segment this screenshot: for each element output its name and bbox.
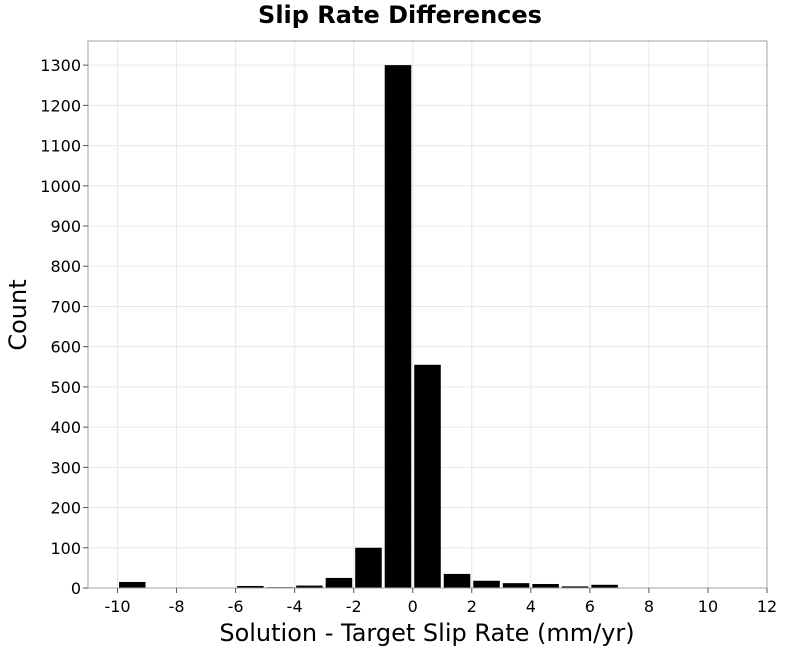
- y-tick-label: 1000: [40, 177, 81, 196]
- y-tick-label: 200: [50, 499, 81, 518]
- x-tick-label: -10: [104, 597, 130, 616]
- x-tick-label: 10: [698, 597, 718, 616]
- x-tick-label: -6: [228, 597, 244, 616]
- y-tick-label: 900: [50, 217, 81, 236]
- histogram-bar: [296, 585, 323, 588]
- y-tick-label: 0: [71, 579, 81, 598]
- y-tick-label: 300: [50, 458, 81, 477]
- histogram-bar: [532, 583, 559, 588]
- chart-title: Slip Rate Differences: [258, 1, 542, 29]
- x-tick-label: -8: [169, 597, 185, 616]
- histogram-bar: [443, 573, 471, 588]
- y-tick-label: 1200: [40, 96, 81, 115]
- histogram-bar: [414, 364, 441, 588]
- y-tick-label: 700: [50, 297, 81, 316]
- x-tick-label: 0: [408, 597, 418, 616]
- histogram-bar: [384, 65, 412, 589]
- x-axis-label: Solution - Target Slip Rate (mm/yr): [219, 619, 634, 647]
- x-tick-label: 8: [644, 597, 654, 616]
- y-tick-label: 800: [50, 257, 81, 276]
- plot-frame: [87, 40, 768, 589]
- x-tick-label: 6: [585, 597, 595, 616]
- y-axis-ticks: 0 100 200 300 400 500 600 700 800 900 1000 1100 1200…: [40, 56, 88, 598]
- x-tick-label: 4: [526, 597, 536, 616]
- x-tick-label: -4: [287, 597, 303, 616]
- histogram-bar: [237, 585, 264, 588]
- y-tick-label: 400: [50, 418, 81, 437]
- bars: [119, 65, 648, 589]
- y-axis-label: Count: [4, 279, 32, 350]
- histogram-bar: [591, 584, 618, 588]
- y-tick-label: 500: [50, 378, 81, 397]
- histogram-bar: [355, 547, 382, 588]
- x-tick-label: -2: [346, 597, 362, 616]
- y-tick-label: 1100: [40, 137, 81, 156]
- histogram-bar: [561, 586, 589, 588]
- x-tick-label: 12: [757, 597, 777, 616]
- y-tick-label: 100: [50, 539, 81, 558]
- y-tick-label: 1300: [40, 56, 81, 75]
- histogram-bar: [119, 581, 146, 588]
- x-tick-label: 2: [467, 597, 477, 616]
- y-tick-label: 600: [50, 338, 81, 357]
- histogram-bar: [325, 577, 353, 588]
- histogram-bar: [473, 580, 500, 588]
- histogram-bar: [502, 583, 530, 588]
- x-axis-ticks: -10 -8 -6 -4 -2 0 2 4 6 8 10 12: [104, 588, 777, 616]
